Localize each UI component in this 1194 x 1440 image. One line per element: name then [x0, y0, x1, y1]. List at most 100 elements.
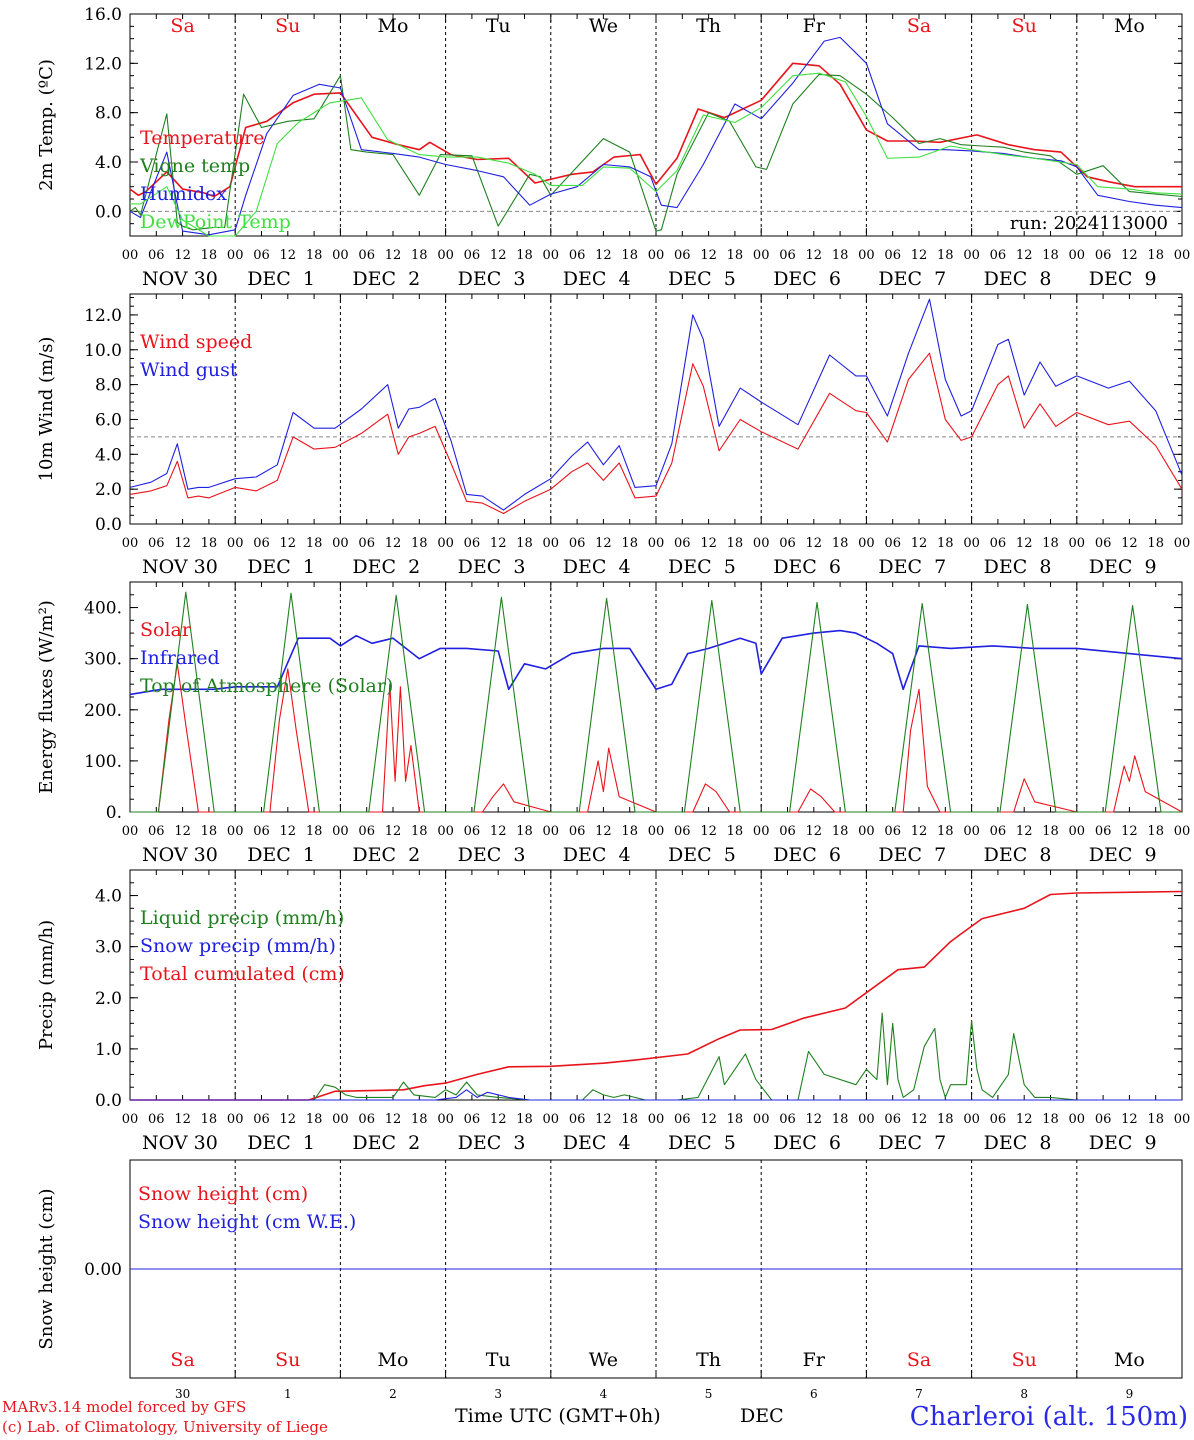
hour-tick-label: 00 — [1069, 536, 1086, 551]
hour-tick-label: 18 — [201, 824, 218, 839]
y-tick-label: 0.0 — [95, 1091, 122, 1111]
series-line-humidex — [129, 36, 1183, 236]
day-label: DEC 4 — [563, 268, 631, 290]
legend-entry: Snow precip (mm/h) — [140, 935, 336, 957]
hour-tick-label: 00 — [1069, 1112, 1086, 1127]
y-tick-label: 4.0 — [95, 153, 122, 173]
hour-tick-label: 06 — [779, 248, 796, 263]
day-number-label: 4 — [600, 1387, 608, 1401]
hour-tick-label: 18 — [621, 824, 638, 839]
hour-tick-label: 18 — [727, 1112, 744, 1127]
weekday-label: We — [589, 15, 618, 37]
y-tick-label: 4.0 — [95, 887, 122, 907]
weekday-label: We — [589, 1349, 618, 1371]
hour-tick-label: 12 — [174, 536, 191, 551]
hour-tick-label: 12 — [700, 1112, 717, 1127]
day-label: DEC 8 — [984, 556, 1052, 578]
series-line-dewpoint-temp — [130, 72, 1183, 237]
hour-tick-label: 12 — [1016, 824, 1033, 839]
hour-tick-label: 18 — [937, 824, 954, 839]
weekday-label: Sa — [170, 15, 194, 37]
hour-tick-label: 12 — [280, 824, 297, 839]
day-label: DEC 9 — [1089, 268, 1157, 290]
hour-tick-label: 18 — [201, 536, 218, 551]
y-tick-label: 300. — [84, 650, 122, 670]
hour-tick-label: 12 — [595, 824, 612, 839]
hour-tick-label: 12 — [280, 248, 297, 263]
day-label: DEC 7 — [878, 1132, 946, 1154]
hour-tick-label: 00 — [332, 824, 349, 839]
day-label: DEC 4 — [563, 1132, 631, 1154]
station-label: Charleroi (alt. 150m) — [909, 1402, 1188, 1432]
day-label: DEC 2 — [352, 268, 420, 290]
hour-tick-label: 12 — [1016, 1112, 1033, 1127]
hour-tick-label: 00 — [543, 824, 560, 839]
hour-tick-label: 18 — [411, 1112, 428, 1127]
day-number-label: 9 — [1126, 1387, 1134, 1401]
y-tick-label: 200. — [84, 701, 122, 721]
hour-tick-label: 00 — [227, 1112, 244, 1127]
hour-tick-label: 00 — [963, 1112, 980, 1127]
weekday-label: Su — [1012, 1349, 1037, 1371]
day-number-label: 3 — [494, 1387, 502, 1401]
y-tick-label: 0.0 — [95, 515, 122, 535]
x-axis-title: Time UTC (GMT+0h) — [455, 1405, 661, 1427]
hour-tick-label: 12 — [806, 1112, 823, 1127]
hour-tick-label: 06 — [1095, 824, 1112, 839]
day-label: DEC 3 — [458, 844, 526, 866]
y-tick-label: 2.0 — [95, 480, 122, 500]
hour-tick-label: 18 — [832, 248, 849, 263]
day-label: DEC 2 — [352, 1132, 420, 1154]
hour-tick-label: 12 — [700, 248, 717, 263]
series-line-snow-precip-mm-h- — [130, 1089, 1182, 1101]
y-axis-label: Precip (mm/h) — [36, 920, 57, 1050]
legend-entry: Temperature — [140, 127, 264, 149]
hour-tick-label: 00 — [227, 824, 244, 839]
hour-tick-label: 00 — [122, 536, 139, 551]
hour-tick-label: 00 — [753, 248, 770, 263]
hour-tick-label: 00 — [1174, 1112, 1191, 1127]
y-tick-label: 2.0 — [95, 989, 122, 1009]
hour-tick-label: 00 — [122, 1112, 139, 1127]
hour-tick-label: 00 — [648, 248, 665, 263]
hour-tick-label: 06 — [253, 824, 270, 839]
hour-tick-label: 06 — [569, 536, 586, 551]
hour-tick-label: 18 — [516, 824, 533, 839]
day-label: DEC 5 — [668, 844, 736, 866]
day-label: DEC 7 — [878, 844, 946, 866]
weekday-label: Su — [275, 15, 300, 37]
hour-tick-label: 06 — [148, 248, 165, 263]
hour-tick-label: 00 — [1174, 248, 1191, 263]
hour-tick-label: 00 — [332, 1112, 349, 1127]
y-tick-label: 6.0 — [95, 410, 122, 430]
hour-tick-label: 12 — [1121, 248, 1138, 263]
hour-tick-label: 06 — [779, 536, 796, 551]
hour-tick-label: 06 — [358, 824, 375, 839]
hour-tick-label: 12 — [385, 536, 402, 551]
y-tick-label: 400. — [84, 599, 122, 619]
day-label: DEC 2 — [352, 844, 420, 866]
day-label: DEC 6 — [773, 556, 841, 578]
hour-tick-label: 00 — [437, 824, 454, 839]
hour-tick-label: 18 — [727, 536, 744, 551]
hour-tick-label: 12 — [595, 248, 612, 263]
day-label: DEC 5 — [668, 1132, 736, 1154]
legend-entry: Snow height (cm) — [138, 1183, 308, 1205]
hour-tick-label: 06 — [990, 536, 1007, 551]
legend-entry: Total cumulated (cm) — [140, 963, 345, 985]
hour-tick-label: 06 — [990, 824, 1007, 839]
hour-tick-label: 06 — [1095, 536, 1112, 551]
hour-tick-label: 06 — [569, 248, 586, 263]
y-axis-label: 2m Temp. (ºC) — [36, 59, 57, 191]
hour-tick-label: 12 — [280, 1112, 297, 1127]
hour-tick-label: 00 — [753, 536, 770, 551]
month-label: DEC — [740, 1405, 784, 1427]
legend-entry: Solar — [140, 619, 192, 641]
hour-tick-label: 18 — [621, 536, 638, 551]
hour-tick-label: 06 — [358, 1112, 375, 1127]
day-label: DEC 1 — [247, 556, 315, 578]
day-number-label: 6 — [810, 1387, 818, 1401]
hour-tick-label: 00 — [753, 1112, 770, 1127]
weekday-label: Th — [696, 1349, 721, 1371]
